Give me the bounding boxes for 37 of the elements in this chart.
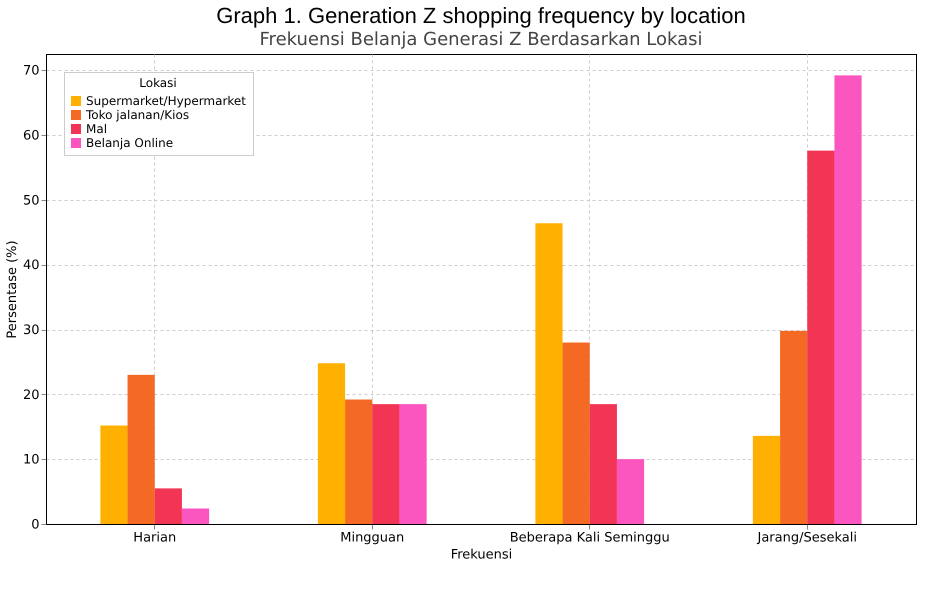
bar (535, 223, 563, 524)
bar (616, 459, 644, 524)
chart-title: Graph 1. Generation Z shopping frequency by location (216, 3, 746, 28)
legend-title: Lokasi (139, 76, 177, 90)
legend-label: Mal (86, 122, 108, 136)
legend-label: Supermarket/Hypermarket (86, 94, 246, 108)
bar (780, 330, 808, 524)
bar (807, 150, 834, 524)
bar (834, 75, 862, 524)
y-tick-label: 70 (22, 64, 40, 79)
legend-label: Toko jalanan/Kios (85, 108, 190, 122)
bar (590, 404, 617, 524)
bar (752, 436, 780, 524)
bar (399, 404, 427, 524)
y-tick-label: 60 (22, 128, 40, 144)
y-tick-label: 10 (22, 452, 40, 468)
x-tick-label: Jarang/Sesekali (756, 530, 857, 546)
bar (100, 425, 128, 524)
bar (318, 363, 346, 524)
legend-label: Belanja Online (86, 136, 174, 150)
bar (562, 342, 590, 524)
bar (345, 400, 372, 524)
bar (128, 374, 155, 524)
y-tick-label: 50 (22, 193, 40, 208)
y-tick-label: 30 (22, 323, 40, 338)
x-axis-title: Frekuensi (450, 548, 512, 562)
y-axis-title: Persentase (%) (4, 240, 20, 339)
y-tick-label: 20 (22, 388, 40, 403)
x-tick-label: Harian (133, 530, 176, 546)
y-tick-label: 0 (31, 518, 40, 532)
x-tick-label: Beberapa Kali Seminggu (510, 530, 670, 546)
y-tick-label: 40 (22, 258, 40, 274)
bar (182, 508, 210, 524)
bar (372, 404, 400, 524)
chart-subtitle: Frekuensi Belanja Generasi Z Berdasarkan Lokasi (260, 29, 702, 50)
x-tick-label: Mingguan (340, 530, 404, 546)
bar (154, 488, 182, 524)
